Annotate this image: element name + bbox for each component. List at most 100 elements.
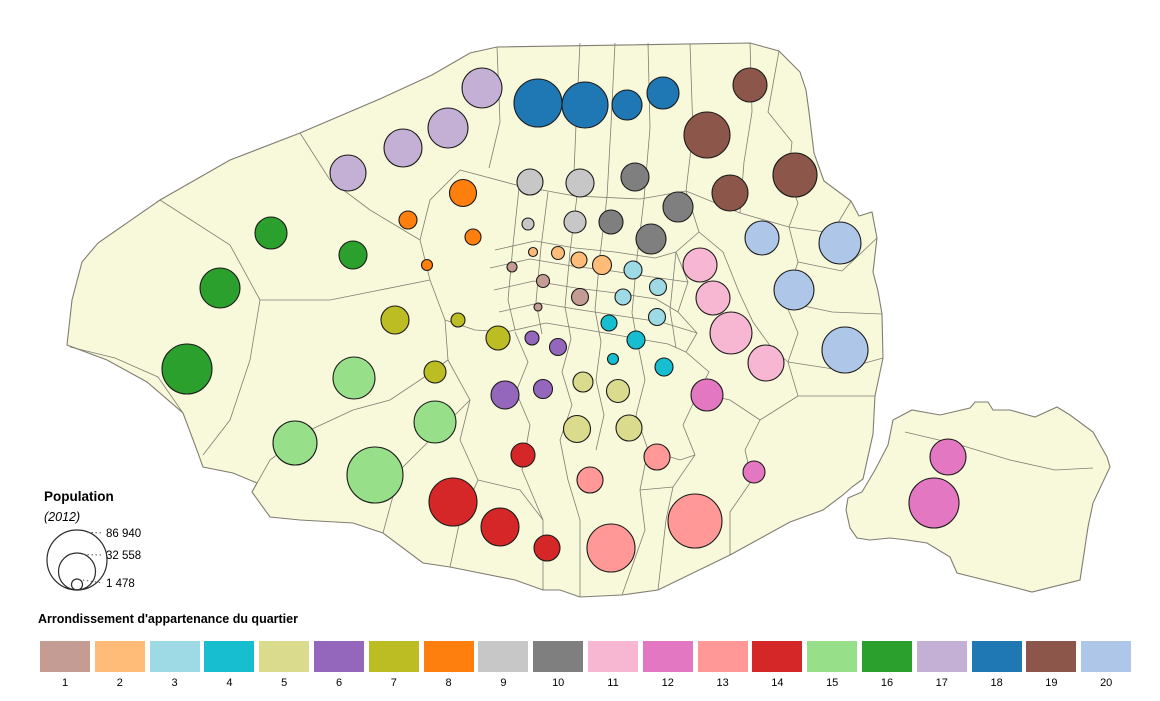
- quartier-boundary-line: [669, 251, 677, 349]
- quartier-boundary-line: [498, 302, 698, 334]
- size-legend-leader-line: [87, 531, 104, 534]
- size-legend-value: 86 940: [106, 528, 141, 540]
- quartier-boundary-line: [493, 280, 679, 313]
- quartier-circle-arr-18: [561, 81, 609, 129]
- quartier-circle-arr-14: [428, 477, 478, 527]
- quartier-circle-arr-9: [565, 168, 595, 198]
- quartier-circle-arr-1: [506, 261, 518, 273]
- quartier-boundary-line: [494, 240, 677, 259]
- quartier-circle-arr-17: [383, 128, 423, 168]
- quartier-circle-arr-20: [821, 326, 869, 374]
- quartier-circle-arr-3: [647, 307, 667, 327]
- quartier-circle-arr-8: [420, 258, 434, 272]
- quartier-circle-arr-13: [576, 466, 604, 494]
- map-outline: [66, 42, 1111, 598]
- quartier-circle-arr-9: [563, 210, 587, 234]
- quartier-circle-arr-3: [614, 288, 632, 306]
- quartier-circle-arr-3: [648, 277, 668, 297]
- quartier-circle-arr-7: [450, 312, 466, 328]
- quartier-boundary-line: [489, 258, 689, 283]
- quartier-circle-arr-16: [161, 343, 213, 395]
- quartier-circle-arr-14: [480, 507, 520, 547]
- quartier-boundary-line: [535, 191, 549, 335]
- quartier-circle-arr-6: [490, 380, 520, 410]
- color-legend-title: Arrondissement d'appartenance du quartie…: [38, 612, 298, 626]
- quartier-circle-arr-10: [620, 162, 650, 192]
- quartier-circle-arr-18: [611, 89, 643, 121]
- quartier-circle-arr-17: [329, 154, 367, 192]
- size-legend-circle: [70, 578, 84, 591]
- quartier-boundaries: [69, 42, 1094, 597]
- quartier-circle-arr-6: [548, 337, 568, 357]
- quartier-circle-arr-12: [690, 378, 724, 412]
- quartier-circle-arr-4: [626, 330, 646, 350]
- quartier-circle-arr-17: [461, 67, 503, 109]
- quartier-circle-arr-12: [908, 477, 960, 529]
- quartier-circle-arr-4: [606, 352, 620, 366]
- size-legend-circle: [57, 552, 97, 591]
- quartier-circle-arr-10: [598, 209, 624, 235]
- quartier-circle-arr-15: [272, 420, 318, 466]
- quartier-circle-arr-6: [524, 330, 540, 346]
- quartier-circle-arr-14: [533, 534, 561, 562]
- quartier-boundary-line: [606, 42, 616, 198]
- quartier-boundary-line: [797, 237, 878, 272]
- quartier-circle-arr-2: [591, 254, 613, 276]
- quartier-boundary-line: [477, 479, 544, 521]
- quartier-boundary-line: [299, 132, 421, 241]
- quartier-circle-arr-8: [398, 210, 418, 230]
- quartier-circle-arr-15: [346, 446, 404, 504]
- quartier-circle-arr-2: [570, 251, 588, 269]
- size-legend-value: 1 478: [106, 578, 135, 590]
- quartier-circle-arr-11: [709, 311, 753, 355]
- quartier-circle-arr-5: [572, 371, 594, 393]
- quartier-boundary-line: [260, 279, 431, 301]
- quartier-circle-arr-5: [605, 378, 631, 404]
- size-legend-title: Population: [44, 489, 114, 504]
- quartier-circle-arr-11: [682, 247, 718, 283]
- quartier-circle-arr-9: [516, 168, 544, 196]
- quartier-boundary-line: [159, 199, 261, 456]
- quartier-circle-arr-11: [747, 344, 785, 382]
- quartier-circle-arr-18: [646, 76, 680, 110]
- size-legend-subtitle: (2012): [44, 510, 81, 524]
- quartier-circle-arr-4: [600, 314, 618, 332]
- quartier-circle-arr-20: [744, 220, 780, 256]
- quartier-boundary-line: [507, 187, 520, 331]
- quartier-circle-arr-19: [683, 111, 731, 159]
- quartier-circle-arr-2: [550, 245, 566, 261]
- quartier-circle-arr-13: [643, 443, 671, 471]
- quartier-circle-arr-7: [423, 360, 447, 384]
- population-circles: [161, 67, 967, 573]
- quartier-boundary-line: [459, 169, 741, 214]
- quartier-circle-arr-14: [510, 442, 536, 468]
- quartier-circle-arr-15: [413, 400, 457, 444]
- quartier-circle-arr-1: [570, 287, 590, 307]
- quartier-circle-arr-11: [695, 280, 731, 316]
- quartier-circle-arr-5: [615, 414, 643, 442]
- quartier-circle-arr-16: [254, 216, 288, 250]
- quartier-circle-arr-16: [338, 240, 368, 270]
- quartier-circle-arr-13: [667, 493, 723, 549]
- quartier-circle-arr-7: [485, 325, 511, 351]
- quartier-boundary-line: [595, 341, 605, 451]
- size-legend-circle: [46, 529, 108, 591]
- quartier-boundary-line: [505, 322, 687, 353]
- quartier-circle-arr-19: [711, 174, 749, 212]
- quartier-circle-arr-3: [623, 260, 643, 280]
- quartier-circle-arr-17: [427, 107, 469, 149]
- quartier-circle-arr-10: [662, 191, 694, 223]
- quartier-circle-arr-19: [732, 67, 768, 103]
- quartier-circle-arr-4: [654, 357, 674, 377]
- quartier-circle-arr-5: [562, 414, 592, 444]
- quartier-boundary-line: [488, 46, 501, 169]
- quartier-boundary-line: [739, 200, 852, 234]
- quartier-circle-arr-15: [332, 356, 376, 400]
- quartier-circle-arr-10: [635, 223, 667, 255]
- size-legend-value: 32 558: [106, 550, 141, 562]
- quartier-circle-arr-16: [199, 267, 241, 309]
- quartier-boundary-line: [251, 359, 449, 493]
- quartier-boundary-line: [657, 392, 699, 591]
- paris-outline: [66, 42, 1111, 598]
